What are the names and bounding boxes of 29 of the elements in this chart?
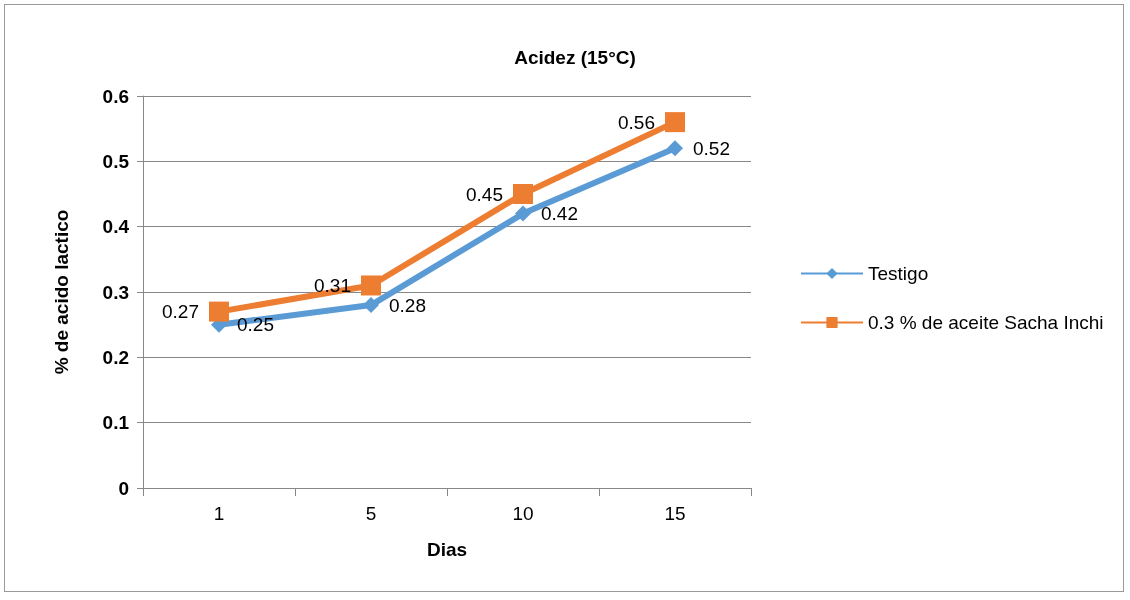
y-tick-label: 0.4 [102,216,130,238]
x-tick-label: 1 [213,503,225,524]
point [361,275,381,296]
x-tick-label: 10 [512,503,534,524]
data-label: 0.56 [618,111,655,133]
y-axis-title: % de acido lactico [51,209,72,375]
point [665,112,685,133]
x-tick-label: 5 [365,503,377,524]
point [209,301,229,322]
y-tick-label: 0.3 [102,281,129,303]
data-label: 0.42 [541,203,578,225]
y-tick-label: 0.5 [102,150,130,172]
point [363,297,379,314]
point [515,205,531,222]
data-label: 0.28 [389,294,426,316]
legend-label: Testigo [868,263,929,284]
y-tick-label: 0.1 [102,412,130,434]
x-tick-label: 15 [664,503,686,524]
y-tick-label: 0.6 [102,85,129,107]
y-tick-label: 0 [118,477,129,499]
data-label: 0.27 [162,301,199,323]
data-label: 0.45 [466,183,503,205]
y-tick-label: 0.2 [102,346,129,368]
legend-label: 0.3 % de aceite Sacha Inchi [868,312,1104,333]
data-label: 0.52 [693,137,730,159]
point [513,184,533,204]
point [667,140,683,157]
x-axis-title: Dias [426,539,468,560]
chart-title: Acidez (15°C) [514,47,636,68]
